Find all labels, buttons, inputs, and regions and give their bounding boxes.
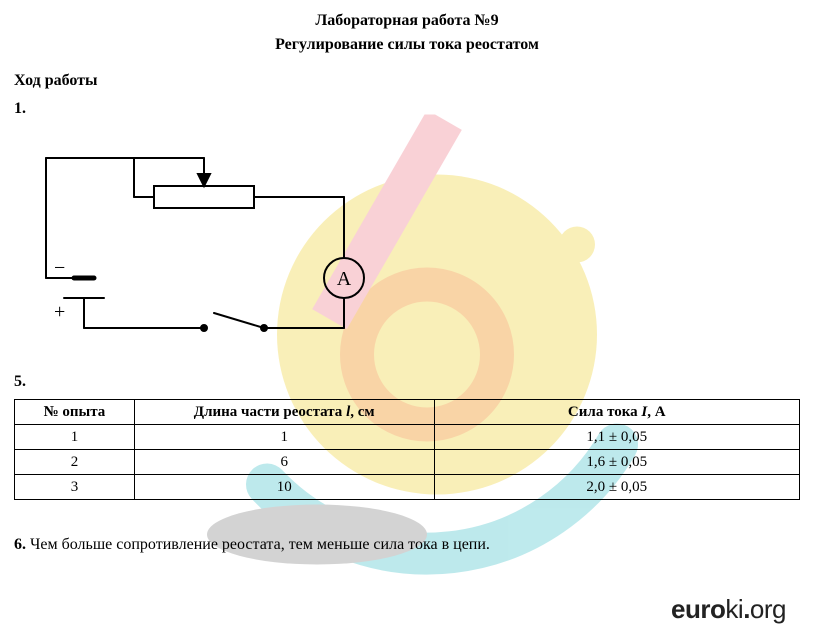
section-label: Ход работы xyxy=(14,72,814,90)
item-6: 6. Чем больше сопротивление реостата, те… xyxy=(14,536,814,554)
battery-plus: + xyxy=(54,301,65,323)
table-header-row: № опыта Длина части реостата l, см Сила … xyxy=(15,400,800,425)
table-row: 3 10 2,0 ± 0,05 xyxy=(15,475,800,500)
page-title: Лабораторная работа №9 xyxy=(0,12,814,30)
item-6-text: Чем больше сопротивление реостата, тем м… xyxy=(26,536,490,553)
table-row: 2 6 1,6 ± 0,05 xyxy=(15,450,800,475)
col-header-current: Сила тока I, А xyxy=(434,400,799,425)
ammeter-label: А xyxy=(337,268,352,290)
table-row: 1 1 1,1 ± 0,05 xyxy=(15,425,800,450)
brand-logo: euroki.org xyxy=(671,594,786,625)
col-header-n: № опыта xyxy=(15,400,135,425)
page-subtitle: Регулирование силы тока реостатом xyxy=(0,36,814,54)
item-5-label: 5. xyxy=(14,373,814,391)
data-table: № опыта Длина части реостата l, см Сила … xyxy=(14,399,800,500)
col-header-length: Длина части реостата l, см xyxy=(134,400,434,425)
item-1-label: 1. xyxy=(14,100,814,118)
item-6-label: 6. xyxy=(14,536,26,553)
battery-minus: − xyxy=(54,257,65,279)
circuit-diagram: А − + xyxy=(14,128,814,353)
